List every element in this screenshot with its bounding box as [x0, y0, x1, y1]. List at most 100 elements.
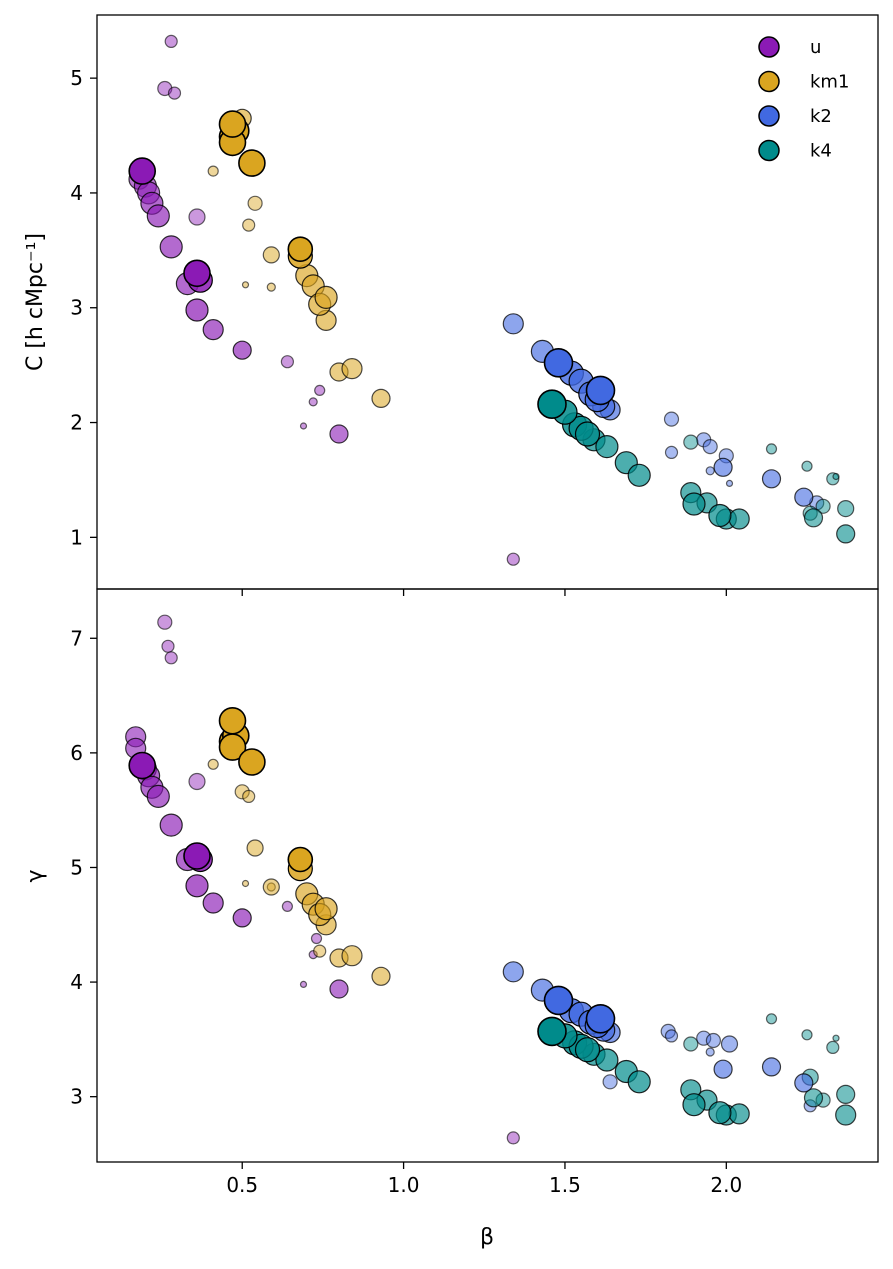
point-k4-10: [682, 1093, 706, 1117]
point-k4-8: [683, 434, 699, 450]
point-u-23: [183, 842, 211, 870]
y-tick-label-bottom-4: 4: [70, 970, 83, 994]
point-k4-24: [537, 389, 567, 420]
point-k4-7: [627, 463, 651, 487]
point-k2-17: [794, 1073, 814, 1093]
y-tick-label-bottom-6: 6: [70, 741, 83, 765]
point-u-1: [161, 639, 175, 653]
point-k4-23: [835, 1104, 857, 1126]
point-k4-22: [837, 500, 855, 518]
point-km1-14: [241, 281, 250, 289]
point-km1-6: [246, 839, 264, 857]
point-km1-14: [241, 879, 250, 888]
point-km1-21: [287, 236, 314, 262]
plot-frame-bottom: [96, 588, 879, 1163]
point-u-19: [299, 980, 308, 989]
panel-top: 1 2 3 4 5: [70, 14, 879, 596]
point-k2-16: [761, 469, 782, 489]
point-k2-14: [705, 466, 715, 476]
point-km1-3: [207, 758, 219, 770]
point-k2-9: [664, 445, 679, 459]
point-k2-13: [713, 457, 733, 477]
point-k2-14: [705, 1047, 715, 1057]
point-km1-15: [266, 282, 276, 292]
point-k4-15: [765, 1013, 778, 1025]
y-tick-label-top-2: 2: [70, 411, 83, 435]
point-k4-21: [832, 472, 840, 481]
point-k2-13: [720, 1035, 739, 1053]
point-km1-20: [218, 706, 247, 735]
point-u-0: [164, 34, 178, 49]
point-u-8: [188, 208, 206, 226]
point-u-16: [281, 900, 293, 913]
y-tick-label-top-3: 3: [70, 296, 83, 320]
point-u-20: [506, 552, 520, 566]
point-k2-19: [543, 347, 574, 378]
point-u-21: [128, 157, 156, 185]
point-k4-18: [803, 508, 824, 528]
point-u-20: [329, 979, 349, 999]
point-u-18: [299, 422, 308, 430]
point-u-19: [329, 424, 349, 444]
point-u-17: [308, 397, 318, 407]
legend-label-u: u: [810, 37, 821, 58]
point-k4-23: [836, 524, 856, 544]
point-km1-7: [262, 246, 280, 264]
point-u-15: [232, 908, 252, 928]
x-axis-label: β: [480, 1225, 494, 1250]
point-km1-7: [262, 878, 280, 896]
point-u-7: [146, 204, 170, 228]
point-km1-5: [242, 789, 256, 804]
point-k4-20: [826, 1040, 840, 1055]
point-u-0: [157, 614, 173, 630]
point-k2-15: [713, 1059, 733, 1079]
point-k4-24: [537, 1016, 567, 1047]
point-km1-4: [207, 165, 219, 177]
point-u-8: [146, 784, 170, 809]
point-k2-11: [696, 1030, 712, 1046]
point-k4-21: [832, 1034, 840, 1042]
point-k2-10: [664, 1029, 679, 1043]
point-k4-14: [728, 508, 750, 530]
y-tick-label-top-1: 1: [70, 525, 83, 549]
point-k4-16: [801, 460, 813, 472]
point-k4-12: [708, 1101, 732, 1125]
point-km1-17: [341, 358, 363, 380]
legend-marker-k2: [758, 105, 780, 127]
point-km1-20: [238, 149, 266, 177]
y-tick-label-bottom-3: 3: [70, 1085, 83, 1109]
point-km1-16: [313, 944, 327, 958]
point-u-2: [164, 651, 178, 665]
point-k4-5: [595, 1048, 619, 1072]
legend-label-k2: k2: [810, 106, 832, 127]
point-k2-17: [794, 487, 814, 507]
y-tick-label-top-4: 4: [70, 181, 83, 205]
point-u-9: [188, 772, 206, 791]
point-u-21: [506, 1131, 520, 1145]
legend-label-km1: km1: [810, 72, 849, 93]
point-km1-5: [247, 195, 263, 211]
point-km1-12: [314, 897, 338, 921]
point-k2-20: [585, 1003, 616, 1034]
point-u-2: [167, 86, 182, 100]
point-u-13: [185, 874, 209, 898]
point-k2-15: [725, 479, 734, 487]
point-k4-14: [728, 1103, 750, 1125]
point-k4-15: [765, 443, 778, 455]
y-tick-label-top-5: 5: [70, 66, 83, 90]
point-k2-8: [663, 411, 680, 427]
point-k2-0: [502, 961, 524, 983]
point-km1-21: [238, 748, 266, 776]
legend-marker-k4: [758, 139, 780, 162]
point-k4-22: [836, 1084, 856, 1105]
point-k4-16: [801, 1029, 813, 1041]
legend-marker-u: [758, 36, 780, 58]
y-tick-label-bottom-7: 7: [70, 626, 83, 650]
point-km1-4: [234, 784, 250, 800]
x-tick-label-3: 2.0: [710, 1173, 742, 1197]
point-u-22: [183, 259, 211, 288]
point-k2-16: [761, 1057, 782, 1077]
point-u-14: [202, 892, 224, 914]
x-tick-label-2: 1.5: [549, 1173, 581, 1197]
point-u-22: [128, 751, 156, 780]
